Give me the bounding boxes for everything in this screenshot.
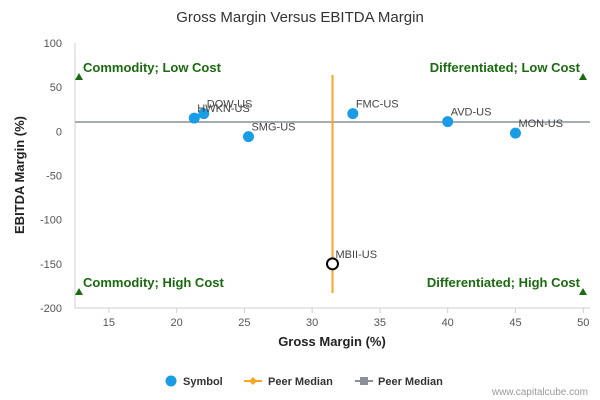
- x-tick-label: 50: [577, 317, 589, 329]
- y-tick-label: -200: [40, 303, 62, 315]
- quadrant-labels: Commodity; Low Cost Differentiated; Low …: [75, 60, 587, 295]
- quadrant-marker-bottom-right: [579, 288, 587, 295]
- data-point-smg-us[interactable]: [242, 131, 254, 143]
- y-tick-label: -50: [46, 171, 62, 183]
- data-point-mon-us[interactable]: [509, 127, 521, 139]
- data-point-label-fmc-us: FMC-US: [356, 99, 399, 111]
- quadrant-marker-top-left: [75, 73, 83, 80]
- legend-item-symbol[interactable]: Symbol: [165, 375, 223, 389]
- quadrant-label-bottom-right: Differentiated; High Cost: [427, 275, 581, 290]
- x-axis-label: Gross Margin (%): [278, 334, 386, 349]
- quadrant-marker-top-right: [579, 73, 587, 80]
- y-axis-label: EBITDA Margin (%): [12, 116, 27, 234]
- x-tick-labels: 15 20 25 30 35 40 45 50: [103, 308, 589, 329]
- chart-title: Gross Margin Versus EBITDA Margin: [176, 9, 424, 26]
- quadrant-label-top-left: Commodity; Low Cost: [83, 60, 222, 75]
- data-point-hwkn-us[interactable]: [188, 112, 200, 124]
- quadrant-label-bottom-left: Commodity; High Cost: [83, 275, 224, 290]
- x-tick-label: 35: [374, 317, 386, 329]
- legend-peer-median-label-2: Peer Median: [378, 376, 443, 388]
- data-point-avd-us[interactable]: [442, 116, 454, 128]
- data-point-label-avd-us: AVD-US: [451, 107, 492, 119]
- quadrant-label-top-right: Differentiated; Low Cost: [430, 60, 581, 75]
- legend-peer-median-label-1: Peer Median: [268, 376, 333, 388]
- legend-gray-square-icon: [360, 377, 368, 385]
- data-point-mbii-us[interactable]: [326, 257, 339, 271]
- data-point-label-smg-us: SMG-US: [251, 122, 295, 134]
- x-tick-label: 45: [509, 317, 521, 329]
- legend-item-peer-median-vertical[interactable]: Peer Median: [244, 376, 333, 388]
- data-point-dow-us[interactable]: [198, 108, 210, 120]
- y-tick-label: 100: [44, 38, 62, 50]
- x-tick-label: 25: [238, 317, 250, 329]
- legend-symbol-label: Symbol: [183, 376, 223, 388]
- data-point-fmc-us[interactable]: [347, 108, 359, 120]
- x-tick-label: 15: [103, 317, 115, 329]
- legend-symbol-circle-icon: [165, 375, 177, 387]
- y-tick-label: 50: [50, 82, 62, 94]
- y-tick-label: -150: [40, 259, 62, 271]
- legend-orange-diamond-icon: [249, 377, 257, 385]
- data-point-label-mbii-us: MBII-US: [336, 249, 378, 261]
- x-tick-label: 20: [171, 317, 183, 329]
- legend-item-peer-median-horizontal[interactable]: Peer Median: [355, 376, 443, 388]
- credit-text: www.capitalcube.com: [491, 387, 588, 398]
- x-tick-label: 40: [442, 317, 454, 329]
- x-tick-label: 30: [306, 317, 318, 329]
- y-tick-labels: 100 50 0 -50 -100 -150 -200: [40, 38, 62, 315]
- quadrant-marker-bottom-left: [75, 288, 83, 295]
- data-point-label-mon-us: MON-US: [518, 118, 563, 130]
- legend: Symbol Peer Median Peer Median: [165, 375, 443, 389]
- data-point-label-hwkn-us: HWKN-US: [197, 103, 250, 115]
- data-point-label-dow-us: DOW-US: [207, 99, 253, 111]
- y-tick-label: -100: [40, 215, 62, 227]
- y-tick-label: 0: [56, 126, 62, 138]
